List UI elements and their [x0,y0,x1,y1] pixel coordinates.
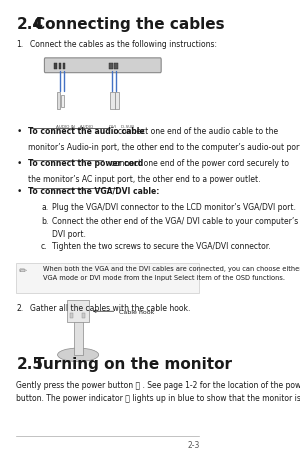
Bar [55,64,57,70]
Bar [74,322,82,355]
Text: •: • [16,186,22,195]
Bar [115,93,119,110]
Bar [109,64,113,70]
Text: Connect the cables as the following instructions:: Connect the cables as the following inst… [30,39,217,48]
Text: ✏: ✏ [19,266,27,276]
Bar [110,93,115,110]
Text: Tighten the two screws to secure the VGA/DVI connector.: Tighten the two screws to secure the VGA… [52,242,271,251]
Bar [82,313,85,319]
Text: To connect the VGA/DVI cable:: To connect the VGA/DVI cable: [28,186,159,195]
Text: AUDIO IN    AUDIO: AUDIO IN AUDIO [56,124,93,129]
Bar [58,64,61,70]
Ellipse shape [58,348,99,362]
Text: 2.5: 2.5 [16,356,44,371]
Text: Turning on the monitor: Turning on the monitor [34,356,232,371]
Text: : connect one end of the power cord securely to: : connect one end of the power cord secu… [106,159,290,168]
Text: •: • [16,159,22,168]
Text: Gently press the power button ⏻ . See page 1-2 for the location of the power
but: Gently press the power button ⏻ . See pa… [16,380,300,402]
Bar [67,301,89,322]
Text: To connect the power cord: To connect the power cord [28,159,143,168]
Text: Connecting the cables: Connecting the cables [34,17,224,32]
FancyBboxPatch shape [44,59,161,74]
Text: When both the VGA and the DVI cables are connected, you can choose either
VGA mo: When both the VGA and the DVI cables are… [43,266,300,280]
Bar [57,93,60,110]
Text: c.: c. [41,242,48,251]
FancyBboxPatch shape [16,263,200,294]
Text: 2.: 2. [16,304,24,313]
Bar [70,313,73,319]
Bar [63,64,65,70]
Text: 1.: 1. [16,39,24,48]
Text: Cable hook: Cable hook [94,309,154,314]
Text: 2-3: 2-3 [187,440,200,449]
Text: b.: b. [41,217,48,226]
Text: Plug the VGA/DVI connector to the LCD monitor’s VGA/DVI port.: Plug the VGA/DVI connector to the LCD mo… [52,202,296,212]
Text: To connect the audio cable: To connect the audio cable [28,126,144,135]
Text: monitor’s Audio-in port, the other end to the computer’s audio-out port.: monitor’s Audio-in port, the other end t… [28,143,300,152]
Text: the monitor’s AC input port, the other end to a power outlet.: the monitor’s AC input port, the other e… [28,175,260,184]
Text: Gather all the cables with the cable hook.: Gather all the cables with the cable hoo… [30,304,190,313]
Text: DVI port.: DVI port. [52,230,86,239]
Text: DVI    D-SUB: DVI D-SUB [109,124,134,129]
Text: : connect one end of the audio cable to the: : connect one end of the audio cable to … [113,126,278,135]
Bar [114,64,118,70]
Text: •: • [16,126,22,135]
Text: Connect the other end of the VGA/ DVI cable to your computer’s VGA/: Connect the other end of the VGA/ DVI ca… [52,217,300,226]
Bar [61,96,64,108]
Text: a.: a. [41,202,48,212]
Text: 2.4: 2.4 [16,17,44,32]
